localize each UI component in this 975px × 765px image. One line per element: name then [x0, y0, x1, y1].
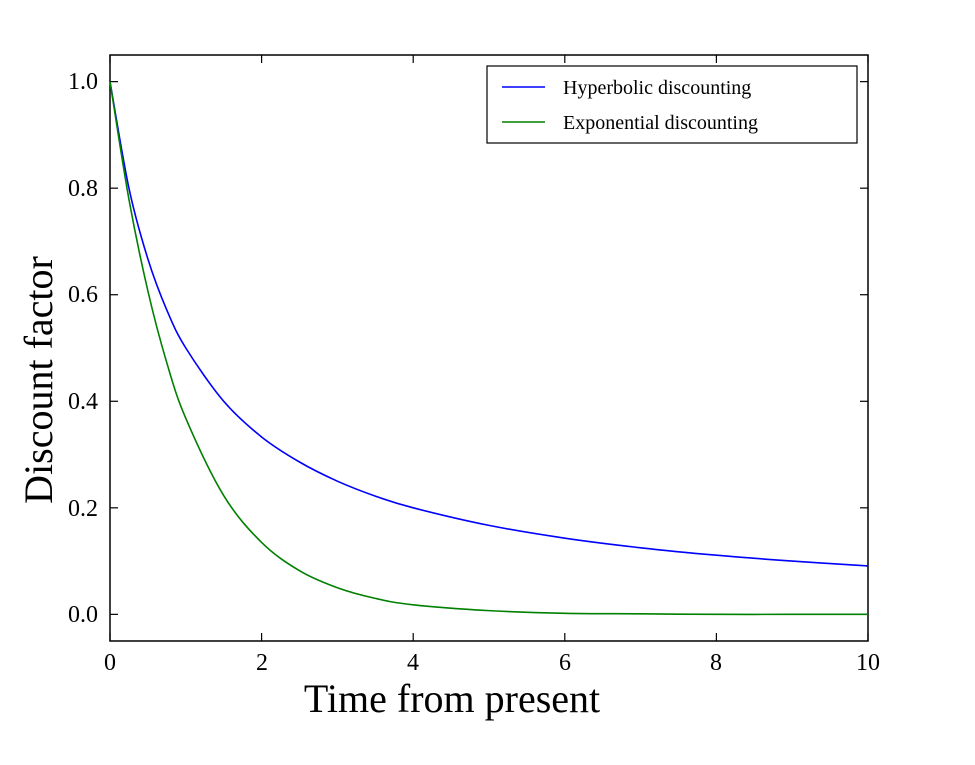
y-tick-label: 0.4	[68, 389, 98, 415]
x-axis-title: Time from present	[304, 676, 600, 721]
x-tick-label: 2	[256, 650, 268, 676]
plot-frame	[109, 54, 869, 642]
legend-label-hyperbolic: Hyperbolic discounting	[563, 77, 751, 99]
y-tick-label: 0.0	[68, 602, 98, 628]
y-tick-label: 0.6	[68, 282, 98, 308]
y-tick-labels: 0.0 0.2 0.4 0.6 0.8 1.0	[68, 69, 98, 628]
series-line-exponential	[109, 81, 868, 616]
ticks-layer	[109, 55, 869, 641]
y-tick-label: 0.2	[68, 496, 98, 522]
legend-label-exponential: Exponential discounting	[563, 112, 758, 134]
y-tick-label: 1.0	[68, 69, 98, 95]
x-tick-labels: 0 2 4 6 8 10	[104, 650, 880, 676]
x-tick-label: 0	[104, 650, 116, 676]
x-tick-label: 10	[856, 650, 880, 676]
y-tick-label: 0.8	[68, 176, 98, 202]
x-tick-label: 6	[559, 650, 571, 676]
legend: Hyperbolic discounting Exponential disco…	[486, 65, 858, 144]
y-axis-title: Discount factor	[16, 256, 61, 504]
series-line-hyperbolic	[109, 81, 869, 567]
x-tick-label: 4	[407, 650, 419, 676]
series-layer	[109, 81, 869, 616]
legend-box	[486, 65, 858, 144]
x-tick-label: 8	[710, 650, 722, 676]
